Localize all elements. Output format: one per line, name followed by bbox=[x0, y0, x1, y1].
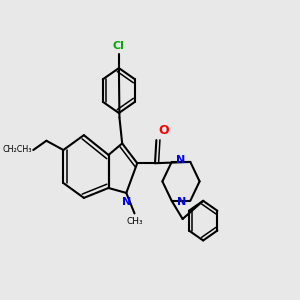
Text: CH₃: CH₃ bbox=[127, 218, 144, 226]
Text: N: N bbox=[122, 197, 131, 207]
Text: Cl: Cl bbox=[113, 41, 125, 51]
Text: N: N bbox=[176, 155, 185, 165]
Text: O: O bbox=[159, 124, 169, 137]
Text: CH₂CH₃: CH₂CH₃ bbox=[2, 146, 32, 154]
Text: N: N bbox=[177, 197, 186, 208]
